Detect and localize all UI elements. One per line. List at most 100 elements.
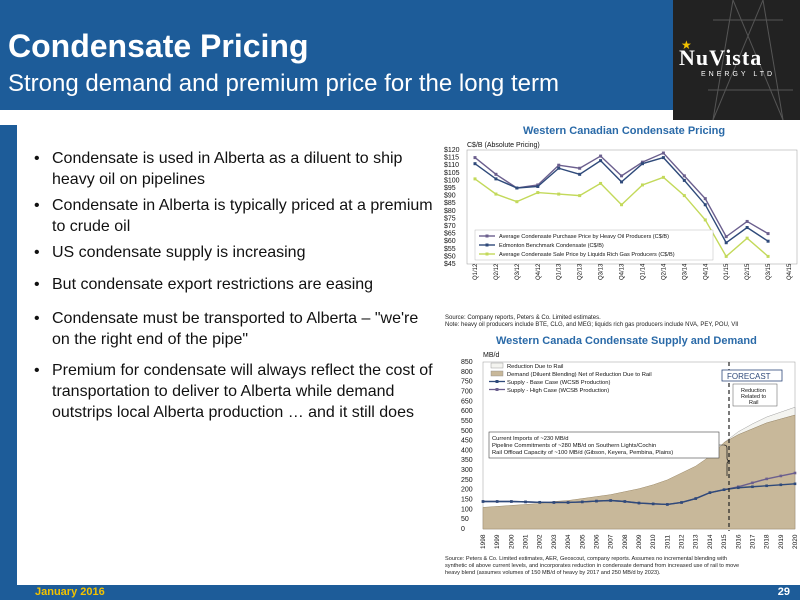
data-point bbox=[766, 232, 770, 236]
y-tick-label: 500 bbox=[461, 428, 473, 435]
page-title: Condensate Pricing bbox=[8, 28, 309, 64]
x-tick-label: 2001 bbox=[523, 534, 530, 549]
x-tick-label: 1999 bbox=[494, 534, 501, 549]
x-tick-label: Q2/12 bbox=[494, 263, 500, 280]
x-tick-label: 1998 bbox=[480, 534, 487, 549]
data-point bbox=[708, 491, 712, 494]
y-tick-label: $80 bbox=[444, 208, 456, 215]
data-point bbox=[557, 166, 561, 170]
data-point bbox=[703, 218, 707, 222]
data-point bbox=[680, 501, 683, 504]
data-point bbox=[494, 192, 498, 196]
y-tick-label: 0 bbox=[461, 526, 465, 533]
data-point bbox=[595, 499, 598, 503]
pricing-chart-subtitle: C$/B (Absolute Pricing) bbox=[467, 142, 540, 149]
x-tick-label: 2011 bbox=[664, 535, 671, 549]
logo-background bbox=[673, 0, 800, 120]
bullet-item: But condensate export restrictions are e… bbox=[28, 274, 433, 295]
y-tick-label: $100 bbox=[444, 177, 460, 184]
x-tick-label: 2006 bbox=[593, 534, 600, 549]
y-tick-label: $55 bbox=[444, 246, 456, 253]
x-tick-label: 2017 bbox=[749, 534, 756, 549]
logo-subtext: ENERGY LTD bbox=[701, 71, 776, 78]
legend-swatch bbox=[490, 362, 504, 369]
data-point bbox=[578, 166, 582, 170]
x-tick-label: 2005 bbox=[579, 534, 586, 549]
x-tick-label: 2003 bbox=[551, 534, 558, 549]
x-tick-label: Q3/15 bbox=[766, 263, 772, 280]
y-tick-label: 600 bbox=[461, 408, 473, 415]
supply-chart-source: Source: Peters & Co. Limited estimates, … bbox=[445, 556, 727, 562]
data-point bbox=[620, 174, 624, 178]
company-logo: ★ NuVista ENERGY LTD bbox=[673, 0, 800, 120]
data-point bbox=[599, 154, 603, 158]
data-point bbox=[510, 500, 513, 503]
x-tick-label: 2016 bbox=[735, 534, 742, 549]
data-point bbox=[637, 501, 641, 505]
page-number: 29 bbox=[777, 586, 790, 598]
data-point bbox=[578, 194, 582, 198]
legend-marker bbox=[485, 243, 489, 247]
y-tick-label: 550 bbox=[461, 418, 473, 425]
x-tick-label: Q3/14 bbox=[682, 263, 688, 280]
annotation-line: Current Imports of ~230 MB/d bbox=[492, 436, 569, 442]
x-tick-label: Q4/15 bbox=[787, 263, 793, 280]
data-point bbox=[682, 194, 686, 198]
y-tick-label: 50 bbox=[461, 516, 469, 523]
y-tick-label: $115 bbox=[444, 155, 459, 162]
y-tick-label: $120 bbox=[444, 147, 460, 154]
data-point bbox=[552, 501, 556, 504]
data-point bbox=[736, 486, 740, 490]
pricing-chart-title: Western Canadian Condensate Pricing bbox=[523, 125, 726, 137]
y-tick-label: 800 bbox=[461, 369, 473, 376]
x-tick-label: Q4/13 bbox=[620, 263, 626, 280]
x-tick-label: 2020 bbox=[792, 534, 799, 549]
legend-label: Supply - High Case (WCSB Production) bbox=[507, 388, 609, 394]
y-tick-label: $60 bbox=[444, 238, 456, 245]
data-point bbox=[640, 160, 644, 164]
page-subtitle: Strong demand and premium price for the … bbox=[8, 70, 559, 97]
x-tick-label: 2002 bbox=[537, 534, 544, 549]
data-point bbox=[599, 159, 603, 163]
data-point bbox=[473, 177, 477, 181]
x-tick-label: 2010 bbox=[650, 534, 657, 549]
pricing-chart-note: Note: heavy oil producers include BTE, C… bbox=[445, 322, 739, 328]
data-point bbox=[661, 151, 665, 155]
x-tick-label: Q4/12 bbox=[536, 263, 542, 280]
bullet-item: US condensate supply is increasing bbox=[28, 242, 433, 263]
x-tick-label: 2015 bbox=[721, 534, 728, 549]
y-tick-label: 750 bbox=[461, 379, 473, 386]
annotation-line: Rail Offload Capacity of ~100 MB/d (Gibs… bbox=[492, 450, 673, 456]
pricing-chart: C$/B (Absolute Pricing) $120$115$110$105… bbox=[443, 138, 800, 336]
left-accent-band bbox=[0, 125, 17, 585]
data-point bbox=[515, 186, 519, 190]
legend-swatch bbox=[490, 370, 504, 377]
legend-label: Average Condensate Sale Price by Liquids… bbox=[499, 252, 675, 258]
x-tick-label: Q2/14 bbox=[661, 263, 667, 280]
y-tick-label: $65 bbox=[444, 231, 456, 238]
star-icon: ★ bbox=[681, 38, 692, 52]
y-tick-label: 450 bbox=[461, 438, 473, 445]
x-tick-label: Q4/14 bbox=[703, 263, 709, 280]
legend-marker bbox=[485, 252, 489, 256]
y-tick-label: 150 bbox=[461, 497, 473, 504]
y-tick-label: 300 bbox=[461, 467, 473, 474]
y-tick-label: $95 bbox=[444, 185, 456, 192]
y-tick-label: 200 bbox=[461, 487, 473, 494]
x-tick-label: Q2/15 bbox=[745, 263, 751, 280]
supply-demand-chart-title: Western Canada Condensate Supply and Dem… bbox=[496, 335, 757, 347]
data-point bbox=[473, 162, 477, 166]
forecast-label: FORECAST bbox=[727, 372, 771, 381]
reduction-label: Reduction Related to Rail bbox=[741, 388, 768, 406]
data-point bbox=[651, 502, 655, 506]
legend-marker bbox=[495, 380, 499, 383]
data-point bbox=[566, 501, 570, 504]
x-tick-label: Q1/14 bbox=[640, 263, 646, 280]
data-point bbox=[779, 474, 783, 478]
data-point bbox=[703, 203, 707, 207]
y-tick-label: 850 bbox=[461, 359, 473, 366]
supply-chart-source: heavy blend (assumes volumes of 150 MB/d… bbox=[445, 570, 661, 576]
data-point bbox=[765, 484, 768, 488]
supply-demand-ylabel: MB/d bbox=[483, 352, 499, 359]
data-point bbox=[580, 500, 584, 504]
